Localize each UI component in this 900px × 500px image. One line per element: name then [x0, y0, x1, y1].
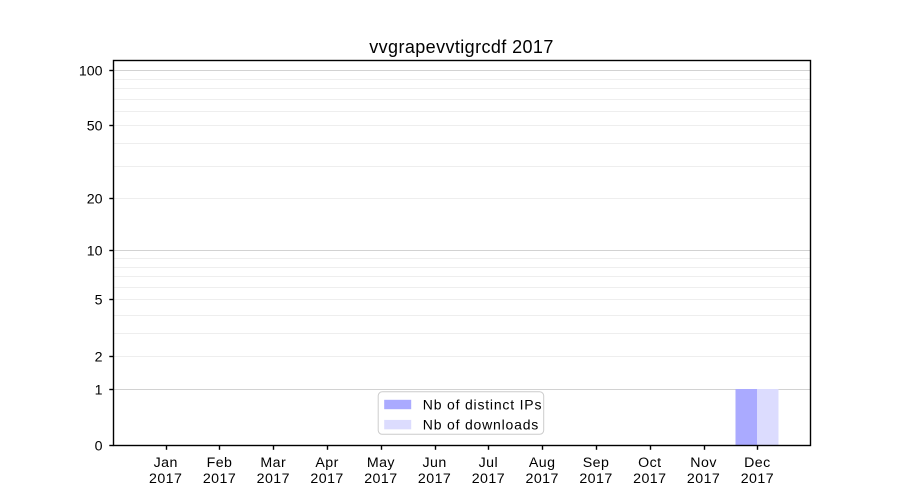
svg-text:2017: 2017 — [418, 471, 451, 487]
svg-text:2017: 2017 — [310, 471, 343, 487]
svg-text:100: 100 — [79, 64, 103, 80]
svg-text:2017: 2017 — [364, 471, 397, 487]
svg-text:0: 0 — [95, 439, 103, 455]
svg-text:Oct: Oct — [638, 455, 661, 471]
svg-text:Aug: Aug — [529, 455, 556, 471]
svg-text:2017: 2017 — [741, 471, 774, 487]
svg-text:2017: 2017 — [257, 471, 290, 487]
svg-text:2017: 2017 — [579, 471, 612, 487]
svg-text:Nb of downloads: Nb of downloads — [423, 417, 539, 433]
svg-text:Feb: Feb — [207, 455, 233, 471]
svg-text:Dec: Dec — [744, 455, 771, 471]
svg-text:vvgrapevvtigrcdf 2017: vvgrapevvtigrcdf 2017 — [369, 37, 554, 57]
svg-text:20: 20 — [87, 192, 103, 208]
svg-text:Nb of distinct IPs: Nb of distinct IPs — [423, 396, 542, 412]
svg-text:2017: 2017 — [526, 471, 559, 487]
svg-text:Jan: Jan — [154, 455, 178, 471]
svg-text:2017: 2017 — [633, 471, 666, 487]
svg-text:2017: 2017 — [203, 471, 236, 487]
svg-text:Jun: Jun — [422, 455, 446, 471]
svg-text:1: 1 — [95, 383, 103, 399]
svg-text:Apr: Apr — [315, 455, 338, 471]
svg-text:Mar: Mar — [260, 455, 286, 471]
svg-text:Jul: Jul — [479, 455, 499, 471]
svg-text:May: May — [367, 455, 396, 471]
svg-text:10: 10 — [87, 244, 103, 260]
svg-text:Nov: Nov — [690, 455, 717, 471]
svg-text:2017: 2017 — [687, 471, 720, 487]
svg-text:50: 50 — [87, 119, 103, 135]
svg-text:2017: 2017 — [472, 471, 505, 487]
svg-text:2017: 2017 — [149, 471, 182, 487]
svg-text:5: 5 — [95, 293, 103, 309]
svg-text:Sep: Sep — [583, 455, 610, 471]
svg-text:2: 2 — [95, 350, 103, 366]
